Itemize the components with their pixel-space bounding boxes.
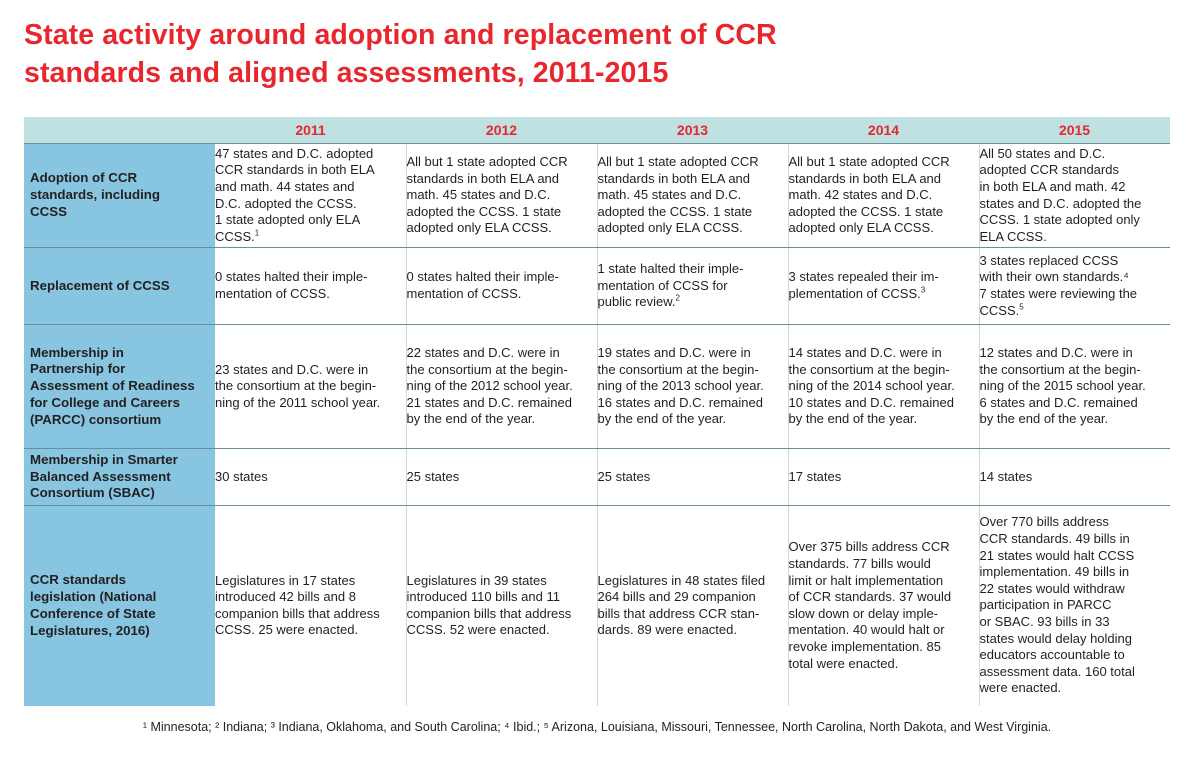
table-cell: 25 states [596, 448, 788, 506]
table-cell: 25 states [405, 448, 597, 506]
row-header-line: standards, including [30, 187, 161, 203]
table-cell: All but 1 state adopted CCR standards in… [787, 143, 979, 248]
table-cell: 3 states replaced CCSS with their own st… [978, 247, 1170, 325]
cell-text: All but 1 state adopted CCR standards in… [406, 154, 568, 236]
row-header-line: (PARCC) consortium [30, 411, 162, 427]
row-header-line: Membership in Smarter [30, 451, 178, 467]
row-header-line: Partnership for [30, 361, 126, 377]
table-cell: Over 770 bills address CCR standards. 49… [978, 505, 1170, 706]
title-line-1: State activity around adoption and repla… [24, 19, 777, 51]
cell-text: All but 1 state adopted CCR standards in… [597, 154, 759, 236]
table-row-parcc: Membership in Partnership for Assessment… [24, 324, 1170, 449]
cell-text: 17 states [788, 468, 842, 484]
table-cell: 30 states [215, 448, 406, 506]
table-cell: Over 375 bills address CCR standards. 77… [787, 505, 979, 706]
cell-text: 3 states replaced CCSS with their own st… [979, 252, 1138, 318]
cell-text: 25 states [597, 468, 651, 484]
table-cell: All but 1 state adopted CCR standards in… [596, 143, 788, 248]
cell-text: 25 states [406, 468, 460, 484]
table-cell: 1 state halted their imple- mentation of… [596, 247, 788, 325]
cell-text: 3 states repealed their im- plementation… [788, 269, 939, 301]
table-cell: Legislatures in 39 states introduced 110… [405, 505, 597, 706]
table-cell: 3 states repealed their im- plementation… [787, 247, 979, 325]
row-header-parcc: Membership in Partnership for Assessment… [24, 324, 215, 449]
table-cell: 19 states and D.C. were in the consortiu… [596, 324, 788, 449]
footnote-marker: 2 [675, 293, 680, 303]
table-cell: 22 states and D.C. were in the consortiu… [405, 324, 597, 449]
cell-text: 30 states [215, 468, 268, 484]
column-header-2013: 2013 [597, 117, 788, 144]
cell-text: All 50 states and D.C. adopted CCR stand… [979, 145, 1142, 244]
row-header-line: Consortium (SBAC) [30, 485, 155, 501]
column-header-2011: 2011 [215, 117, 406, 144]
cell-text: All but 1 state adopted CCR standards in… [788, 154, 950, 236]
footnotes: ¹ Minnesota; ² Indiana; ³ Indiana, Oklah… [142, 720, 1052, 734]
state-activity-table: 2011 2012 2013 2014 2015 Adoption of CCR… [24, 117, 1170, 706]
cell-text: 12 states and D.C. were in the consortiu… [979, 345, 1146, 427]
table-cell: 23 states and D.C. were in the consortiu… [215, 324, 406, 449]
cell-text: 23 states and D.C. were in the consortiu… [215, 361, 381, 410]
cell-text: Legislatures in 48 states filed 264 bill… [597, 572, 766, 638]
cell-text: Legislatures in 39 states introduced 110… [406, 572, 572, 638]
row-header-sbac: Membership in Smarter Balanced Assessmen… [24, 448, 215, 506]
cell-text: 14 states and D.C. were in the consortiu… [788, 345, 955, 427]
cell-text: Legislatures in 17 states introduced 42 … [215, 572, 380, 638]
row-header-line: Conference of State [30, 605, 156, 621]
cell-text: 22 states and D.C. were in the consortiu… [406, 345, 573, 427]
page-title: State activity around adoption and repla… [24, 16, 1174, 92]
table-cell: 12 states and D.C. were in the consortiu… [978, 324, 1170, 449]
row-header-legislation: CCR standards legislation (National Conf… [24, 505, 215, 706]
row-header-line: Assessment of Readiness [30, 378, 195, 394]
row-header-line: for College and Careers [30, 394, 181, 410]
table-cell: 47 states and D.C. adopted CCR standards… [215, 143, 406, 248]
row-header-line: Legislatures, 2016) [30, 622, 150, 638]
cell-text: 19 states and D.C. were in the consortiu… [597, 345, 764, 427]
table-cell: 14 states [978, 448, 1170, 506]
cell-text: Over 375 bills address CCR standards. 77… [788, 539, 952, 671]
cell-text: 0 states halted their imple- mentation o… [215, 269, 368, 301]
table-cell: Legislatures in 48 states filed 264 bill… [596, 505, 788, 706]
column-header-2012: 2012 [406, 117, 597, 144]
cell-text: 14 states [979, 468, 1033, 484]
row-header-line: CCSS [30, 203, 67, 219]
table-row-replacement: Replacement of CCSS 0 states halted thei… [24, 247, 1170, 325]
table-row-sbac: Membership in Smarter Balanced Assessmen… [24, 448, 1170, 506]
row-header-replacement: Replacement of CCSS [24, 247, 215, 325]
row-header-line: Replacement of CCSS [30, 277, 170, 293]
table-cell: All but 1 state adopted CCR standards in… [405, 143, 597, 248]
cell-text: 0 states halted their imple- mentation o… [406, 269, 559, 301]
row-header-adoption: Adoption of CCR standards, including CCS… [24, 143, 215, 248]
table-cell: 17 states [787, 448, 979, 506]
column-header-2014: 2014 [788, 117, 979, 144]
cell-text: Over 770 bills address CCR standards. 49… [979, 514, 1135, 696]
table-row-legislation: CCR standards legislation (National Conf… [24, 505, 1170, 706]
table-header-row: 2011 2012 2013 2014 2015 [24, 117, 1170, 144]
row-header-line: Membership in [30, 344, 124, 360]
row-header-line: legislation (National [30, 588, 157, 604]
row-header-line: Balanced Assessment [30, 468, 171, 484]
table-cell: 0 states halted their imple- mentation o… [215, 247, 406, 325]
table-cell: 0 states halted their imple- mentation o… [405, 247, 597, 325]
table-cell: Legislatures in 17 states introduced 42 … [215, 506, 406, 706]
table-corner-cell [24, 117, 215, 144]
column-header-2015: 2015 [979, 117, 1170, 144]
table-cell: All 50 states and D.C. adopted CCR stand… [978, 143, 1170, 248]
table-row-adoption: Adoption of CCR standards, including CCS… [24, 143, 1170, 248]
table-cell: 14 states and D.C. were in the consortiu… [787, 324, 979, 449]
footnote-marker: 1 [254, 228, 260, 238]
cell-text: 47 states and D.C. adopted CCR standards… [215, 145, 375, 244]
cell-text: 1 state halted their imple- mentation of… [597, 261, 744, 310]
footnote-marker: 5 [1019, 302, 1024, 312]
row-header-line: CCR standards [30, 572, 127, 588]
footnote-marker: 3 [920, 285, 926, 295]
row-header-line: Adoption of CCR [30, 170, 138, 186]
title-line-2: standards and aligned assessments, 2011-… [24, 57, 669, 89]
